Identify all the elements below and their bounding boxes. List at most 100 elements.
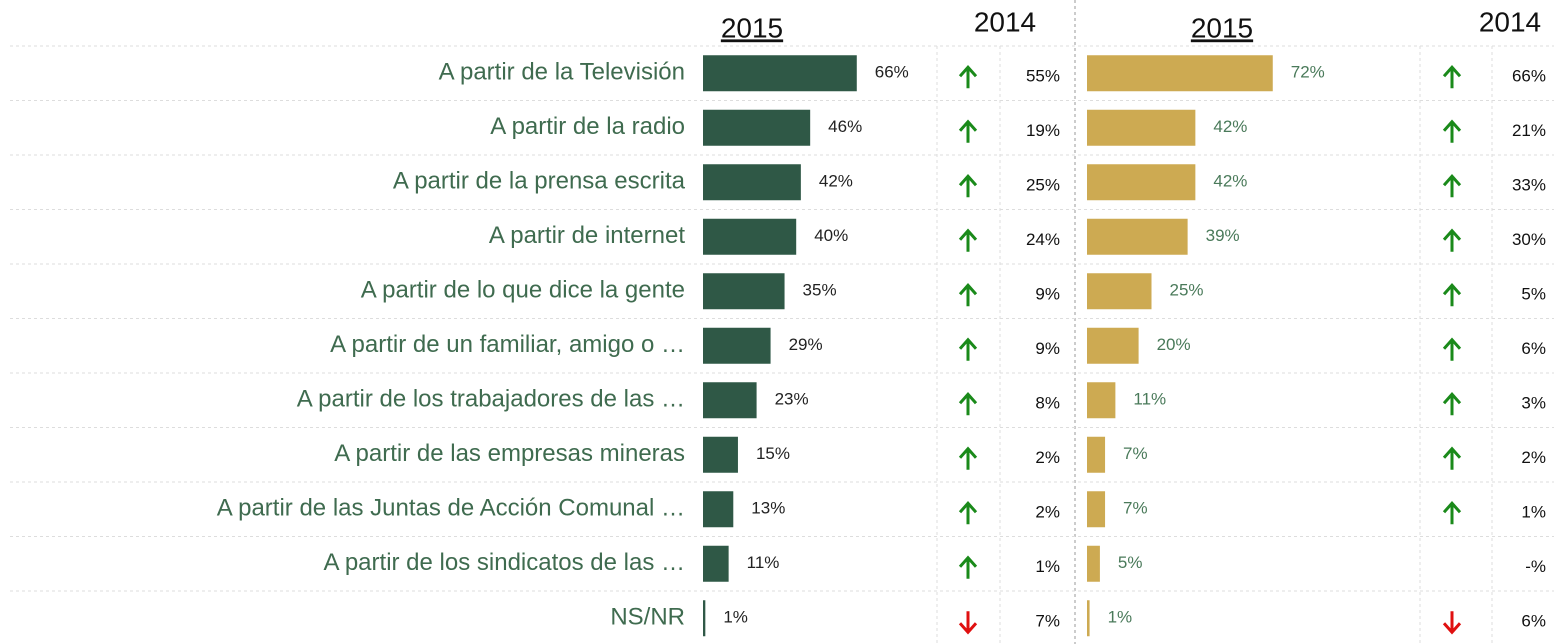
value-label: 5%: [1118, 553, 1143, 572]
category-label: A partir de los trabajadores de las …: [297, 386, 685, 413]
category-label: A partir de la Televisión: [439, 59, 685, 86]
category-label: NS/NR: [610, 604, 685, 631]
previous-value: 7%: [1035, 612, 1060, 631]
previous-value: 3%: [1521, 394, 1546, 413]
bar: [1087, 55, 1273, 92]
bar: [1087, 382, 1116, 419]
value-label: 11%: [747, 553, 780, 572]
value-label: 66%: [875, 63, 909, 82]
trend-arrow-up: [1442, 119, 1462, 143]
trend-arrow-up: [1442, 446, 1462, 470]
trend-arrow-up: [958, 282, 978, 307]
previous-value: 2%: [1521, 448, 1546, 467]
bar: [703, 600, 706, 637]
value-label: 11%: [1133, 390, 1166, 409]
trend-arrow-up: [958, 119, 978, 143]
trend-arrow-up: [958, 555, 978, 579]
previous-value: 9%: [1035, 285, 1060, 304]
previous-value: 30%: [1512, 230, 1546, 249]
previous-value: 8%: [1035, 394, 1060, 413]
bar: [703, 55, 857, 92]
previous-value: 1%: [1521, 503, 1546, 522]
value-label: 42%: [1213, 172, 1247, 191]
value-label: 15%: [756, 444, 790, 463]
bar: [703, 273, 785, 310]
category-label: A partir de lo que dice la gente: [361, 277, 685, 304]
category-label: A partir de los sindicatos de las …: [323, 549, 685, 576]
trend-arrow-up: [1442, 337, 1462, 361]
previous-value: 2%: [1035, 448, 1060, 467]
header-previous: 2014: [1479, 6, 1541, 37]
bar: [703, 218, 797, 255]
bar: [703, 164, 801, 201]
bar: [1087, 273, 1152, 310]
previous-value: 5%: [1521, 285, 1546, 304]
previous-value: 19%: [1026, 121, 1060, 140]
category-label: A partir de la prensa escrita: [393, 168, 686, 195]
bar: [703, 491, 734, 528]
previous-value: 66%: [1512, 67, 1546, 86]
header-current: 2015: [1191, 12, 1253, 43]
previous-value: 55%: [1026, 67, 1060, 86]
bar: [1087, 545, 1100, 582]
bar: [1087, 600, 1090, 637]
bar: [1087, 436, 1106, 473]
value-label: 42%: [1213, 117, 1247, 136]
previous-value: 9%: [1035, 339, 1060, 358]
trend-arrow-up: [1442, 64, 1462, 89]
value-label: 7%: [1123, 444, 1148, 463]
bar: [1087, 109, 1196, 146]
category-label: A partir de las Juntas de Acción Comunal…: [217, 495, 685, 522]
bar: [703, 327, 771, 364]
bar: [1087, 164, 1196, 201]
previous-value: 33%: [1512, 176, 1546, 195]
bar: [1087, 491, 1106, 528]
previous-value: 6%: [1521, 612, 1546, 631]
previous-value: 25%: [1026, 176, 1060, 195]
category-label: A partir de la radio: [490, 113, 685, 140]
trend-arrow-up: [958, 391, 978, 416]
bar: [1087, 218, 1188, 255]
bar: [703, 436, 738, 473]
value-label: 1%: [723, 608, 748, 627]
trend-arrow-down: [1442, 611, 1462, 635]
value-label: 25%: [1170, 281, 1204, 300]
category-label: A partir de un familiar, amigo o …: [330, 331, 685, 358]
trend-arrow-up: [958, 173, 978, 198]
value-label: 40%: [814, 226, 848, 245]
value-label: 7%: [1123, 499, 1148, 518]
previous-value: 21%: [1512, 121, 1546, 140]
value-label: 13%: [751, 499, 785, 518]
trend-arrow-up: [958, 500, 978, 525]
trend-arrow-down: [958, 611, 978, 635]
category-label: A partir de internet: [489, 222, 685, 249]
header-previous: 2014: [974, 6, 1036, 37]
previous-value: -%: [1525, 557, 1546, 576]
trend-arrow-up: [1442, 391, 1462, 416]
previous-value: 2%: [1035, 503, 1060, 522]
bar: [703, 382, 757, 419]
header-current: 2015: [721, 12, 783, 43]
value-label: 29%: [789, 335, 823, 354]
value-label: 46%: [828, 117, 862, 136]
bar: [1087, 327, 1139, 364]
previous-value: 1%: [1035, 557, 1060, 576]
trend-arrow-up: [1442, 282, 1462, 307]
value-label: 72%: [1291, 63, 1325, 82]
trend-arrow-up: [958, 337, 978, 361]
bar: [703, 109, 811, 146]
previous-value: 24%: [1026, 230, 1060, 249]
category-label: A partir de las empresas mineras: [334, 440, 685, 467]
value-label: 1%: [1108, 608, 1133, 627]
previous-value: 6%: [1521, 339, 1546, 358]
trend-arrow-up: [958, 228, 978, 252]
value-label: 42%: [819, 172, 853, 191]
trend-arrow-up: [1442, 500, 1462, 525]
trend-arrow-up: [1442, 228, 1462, 252]
trend-arrow-up: [1442, 173, 1462, 198]
value-label: 23%: [775, 390, 809, 409]
trend-arrow-up: [958, 446, 978, 470]
bar: [703, 545, 729, 582]
value-label: 35%: [803, 281, 837, 300]
